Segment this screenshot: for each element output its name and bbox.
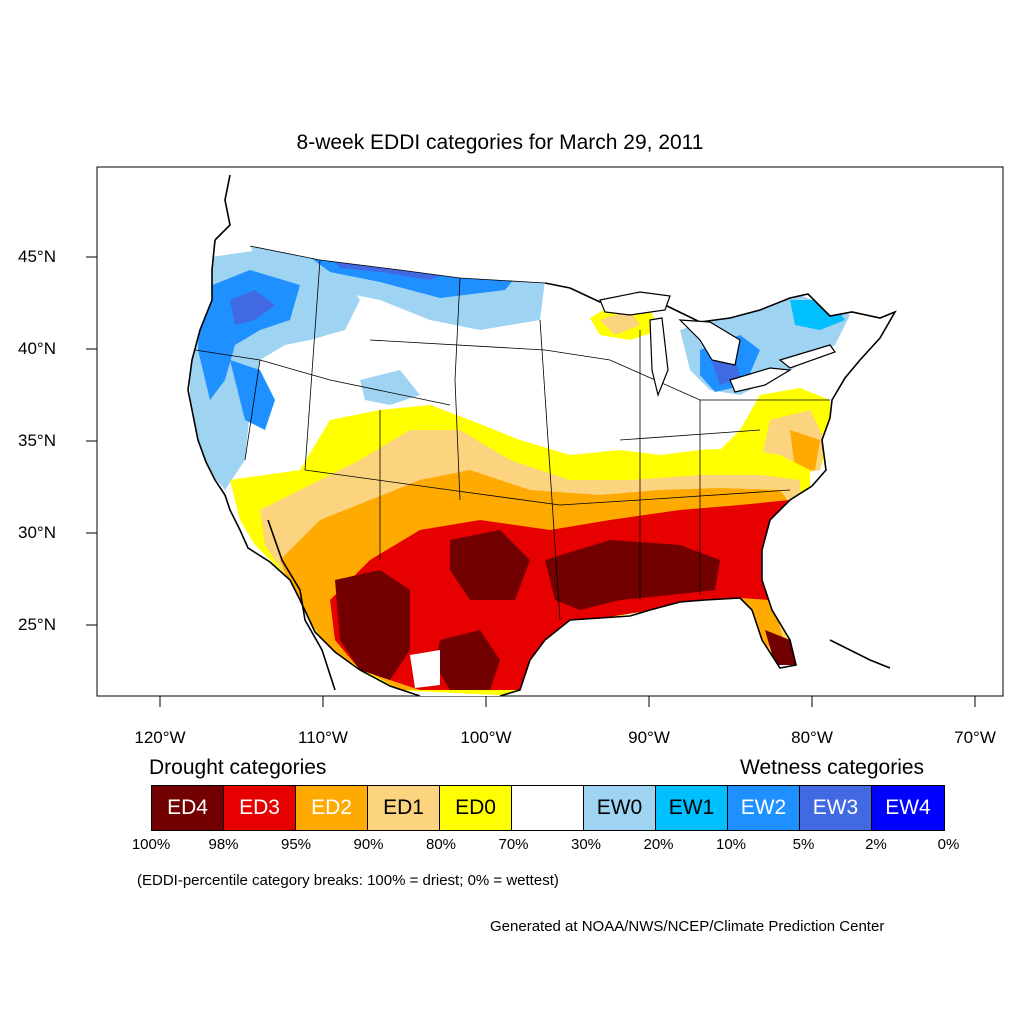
lon-label-70: 70°W <box>954 728 996 747</box>
percentile-break-label: 30% <box>570 836 602 853</box>
lat-label-25: 25°N <box>18 615 56 634</box>
great-lakes <box>599 291 836 397</box>
legend-swatch-ed0: ED0 <box>440 786 512 830</box>
percentile-break-label: 70% <box>498 836 529 853</box>
percentile-break-label: 80% <box>425 836 457 853</box>
legend-swatch-ed2: ED2 <box>296 786 368 830</box>
percentile-break-label: 2% <box>865 836 887 853</box>
lon-label-100: 100°W <box>460 728 512 747</box>
legend-swatch-ew3: EW3 <box>800 786 872 830</box>
legend-swatch-ew4: EW4 <box>872 786 944 830</box>
lon-label-110: 110°W <box>298 728 348 747</box>
legend-swatch-ed1: ED1 <box>368 786 440 830</box>
category-legend: ED4 ED3 ED2 ED1 ED0 EW0 EW1 EW2 EW3 EW4 <box>151 785 945 831</box>
percentile-break-label: 100% <box>131 836 171 853</box>
percentile-break-label: 10% <box>715 836 747 853</box>
lat-label-35: 35°N <box>18 431 56 450</box>
category-note: (EDDI-percentile category breaks: 100% =… <box>137 872 559 889</box>
coastline-outline <box>187 174 897 697</box>
percentile-break-label: 5% <box>792 836 815 853</box>
axis-ticks <box>86 256 976 707</box>
drought-categories-heading: Drought categories <box>149 756 327 779</box>
credit-line: Generated at NOAA/NWS/NCEP/Climate Predi… <box>490 918 885 935</box>
percentile-break-label: 98% <box>208 836 239 853</box>
legend-swatch-ed4: ED4 <box>152 786 224 830</box>
legend-swatch-neutral <box>512 786 584 830</box>
legend-swatch-ew1: EW1 <box>656 786 728 830</box>
percentile-break-label: 0% <box>937 836 960 853</box>
map-title: 8-week EDDI categories for March 29, 201… <box>296 131 704 154</box>
lon-label-90: 90°W <box>628 728 670 747</box>
lon-label-120: 120°W <box>134 728 186 747</box>
legend-swatch-ew0: EW0 <box>584 786 656 830</box>
lat-label-30: 30°N <box>18 523 56 542</box>
percentile-break-label: 20% <box>643 836 674 853</box>
lon-label-80: 80°W <box>791 728 833 747</box>
state-borders <box>194 245 830 621</box>
legend-swatch-ed3: ED3 <box>224 786 296 830</box>
wetness-categories-heading: Wetness categories <box>740 756 925 779</box>
percentile-break-label: 95% <box>280 836 312 853</box>
percentile-break-label: 90% <box>353 836 384 853</box>
legend-swatch-ew2: EW2 <box>728 786 800 830</box>
lat-label-45: 45°N <box>18 247 56 266</box>
lat-label-40: 40°N <box>18 339 56 358</box>
